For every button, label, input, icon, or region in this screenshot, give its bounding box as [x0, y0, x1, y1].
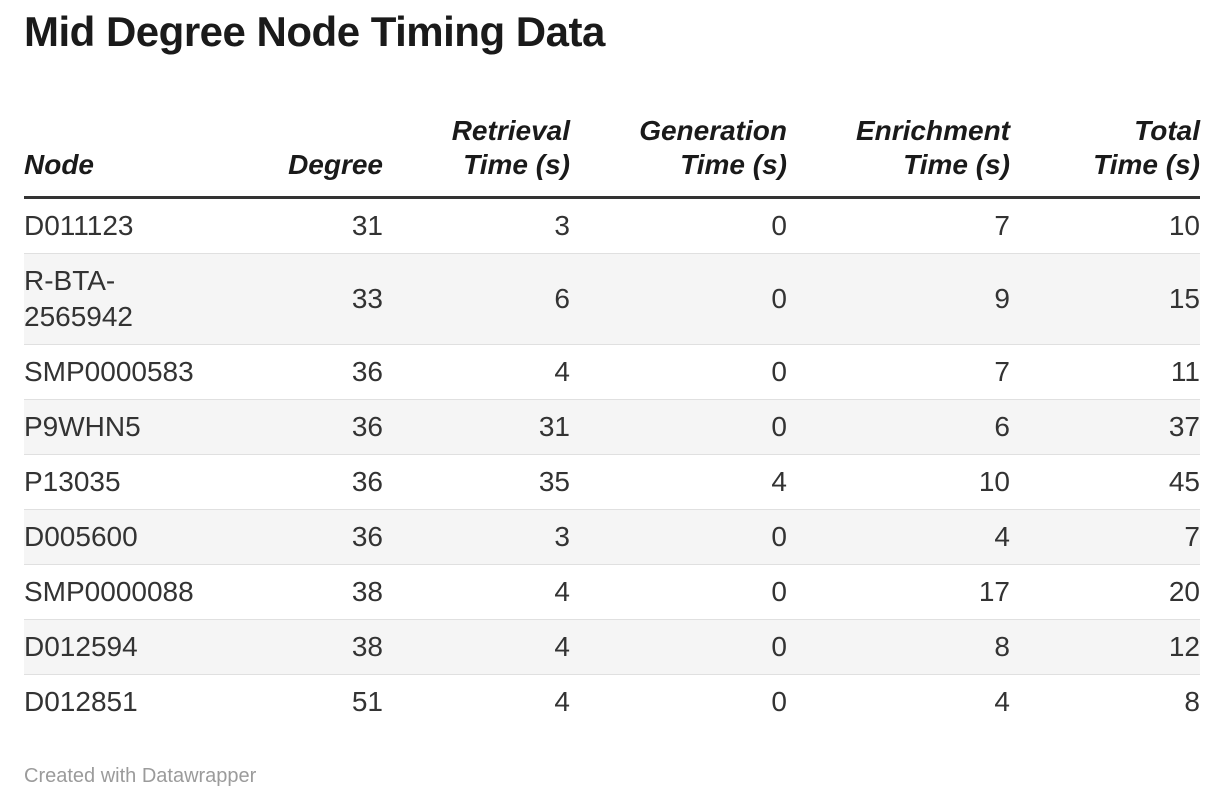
node-cell: D005600 [24, 521, 138, 553]
retrieval-time-cell: 4 [554, 576, 570, 608]
node-cell: P9WHN5 [24, 411, 141, 443]
total-time-cell: 45 [1168, 466, 1200, 498]
total-time-cell: 12 [1168, 631, 1200, 663]
retrieval-time-cell: 3 [554, 521, 570, 553]
generation-time-cell: 0 [771, 283, 787, 315]
retrieval-time-cell: 4 [554, 356, 570, 388]
retrieval-time-cell: 3 [554, 210, 570, 242]
generation-time-cell: 0 [771, 576, 787, 608]
degree-cell: 38 [351, 576, 383, 608]
degree-cell: 33 [351, 283, 383, 315]
column-header-generation-time: Generation Time (s) [639, 115, 787, 181]
retrieval-time-cell: 6 [554, 283, 570, 315]
degree-cell: 38 [351, 631, 383, 663]
degree-cell: 36 [351, 411, 383, 443]
retrieval-time-cell: 4 [554, 631, 570, 663]
enrichment-time-cell: 4 [994, 521, 1010, 553]
enrichment-time-cell: 9 [994, 283, 1010, 315]
column-header-enrichment-time: Enrichment Time (s) [855, 115, 1010, 181]
total-time-cell: 15 [1168, 283, 1200, 315]
generation-time-cell: 0 [771, 521, 787, 553]
generation-time-cell: 0 [771, 210, 787, 242]
table-row: D011123 31 3 0 7 10 [24, 198, 1200, 254]
generation-time-cell: 0 [771, 356, 787, 388]
generation-time-cell: 4 [771, 466, 787, 498]
degree-cell: 36 [351, 466, 383, 498]
node-cell: R-BTA-2565942 [24, 265, 134, 333]
total-time-cell: 20 [1168, 576, 1200, 608]
node-cell: D011123 [24, 210, 134, 242]
table-row: R-BTA-2565942 33 6 0 9 15 [24, 253, 1200, 345]
total-time-cell: 7 [1184, 521, 1200, 553]
enrichment-time-cell: 10 [978, 466, 1010, 498]
enrichment-time-cell: 4 [994, 686, 1010, 718]
total-time-cell: 37 [1168, 411, 1200, 443]
table-row: SMP0000088 38 4 0 17 20 [24, 564, 1200, 620]
total-time-cell: 11 [1170, 356, 1200, 388]
table-row: D005600 36 3 0 4 7 [24, 509, 1200, 565]
column-header-degree: Degree [288, 149, 383, 181]
enrichment-time-cell: 8 [994, 631, 1010, 663]
datawrapper-attribution-link[interactable]: Created with Datawrapper [24, 765, 257, 788]
table-row: P9WHN5 36 31 0 6 37 [24, 399, 1200, 455]
enrichment-time-cell: 17 [978, 576, 1010, 608]
chart-footer: Created with Datawrapper [24, 765, 1200, 788]
node-cell: SMP0000088 [24, 576, 194, 608]
column-header-node: Node [24, 149, 94, 181]
table-row: D012851 51 4 0 4 8 [24, 674, 1200, 730]
header-row: Node Degree Retrieval Time (s) Generatio… [24, 114, 1200, 198]
generation-time-cell: 0 [771, 686, 787, 718]
column-header-total-time: Total Time (s) [1093, 115, 1200, 181]
degree-cell: 51 [351, 686, 383, 718]
timing-table: Node Degree Retrieval Time (s) Generatio… [24, 114, 1200, 729]
degree-cell: 31 [351, 210, 383, 242]
chart-title: Mid Degree Node Timing Data [24, 8, 605, 55]
enrichment-time-cell: 7 [994, 356, 1010, 388]
retrieval-time-cell: 31 [538, 411, 570, 443]
total-time-cell: 10 [1168, 210, 1200, 242]
enrichment-time-cell: 7 [994, 210, 1010, 242]
generation-time-cell: 0 [771, 631, 787, 663]
node-cell: D012851 [24, 686, 138, 718]
node-cell: P13035 [24, 466, 121, 498]
degree-cell: 36 [351, 521, 383, 553]
table-row: P13035 36 35 4 10 45 [24, 454, 1200, 510]
retrieval-time-cell: 35 [538, 466, 570, 498]
node-cell: D012594 [24, 631, 138, 663]
retrieval-time-cell: 4 [554, 686, 570, 718]
table-row: SMP0000583 36 4 0 7 11 [24, 344, 1200, 400]
node-cell: SMP0000583 [24, 356, 194, 388]
generation-time-cell: 0 [771, 411, 787, 443]
table-row: D012594 38 4 0 8 12 [24, 619, 1200, 675]
degree-cell: 36 [351, 356, 383, 388]
column-header-retrieval-time: Retrieval Time (s) [451, 115, 570, 181]
total-time-cell: 8 [1184, 686, 1200, 718]
enrichment-time-cell: 6 [994, 411, 1010, 443]
